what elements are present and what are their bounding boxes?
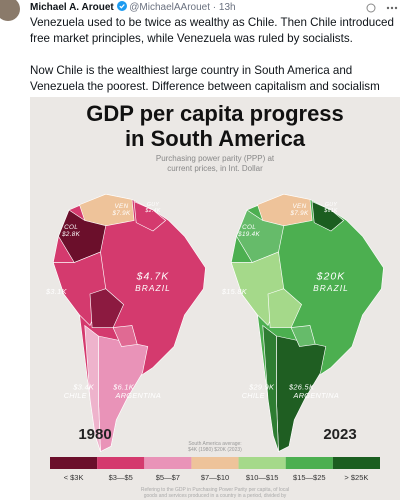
map-label: VEN xyxy=(115,203,129,210)
author[interactable]: Michael A. Arouet xyxy=(30,2,114,13)
legend-swatch xyxy=(144,457,192,469)
tweet-text: Venezuela used to be twice as wealthy as… xyxy=(30,15,402,127)
country-shape xyxy=(133,201,167,232)
title: GDP per capita progress xyxy=(86,101,344,126)
footnote: goods and services produced in a country… xyxy=(144,493,287,499)
country-shape xyxy=(267,288,302,328)
map-label: COL xyxy=(242,224,256,231)
country-shape xyxy=(290,325,316,347)
map-label: $15.8K xyxy=(221,287,248,296)
subtitle: Purchasing power parity (PPP) at xyxy=(156,154,275,163)
map-label: GUY xyxy=(147,202,160,208)
legend-swatch xyxy=(191,457,239,469)
map-label: $61K xyxy=(323,208,338,214)
legend-label: $5—$7 xyxy=(156,473,180,482)
map-label: GUY xyxy=(325,202,338,208)
infographic[interactable]: GDP per capita progress in South America… xyxy=(30,97,400,500)
map: VEN$7.9K GUY$2.4K COL$2.8K $3.1K $4.7KBRAZIL… xyxy=(45,193,206,452)
legend-label: > $25K xyxy=(344,473,368,482)
country-shape xyxy=(89,288,124,328)
tweet-header: Michael A. Arouet @MichaelAArouet · 13h xyxy=(30,1,236,13)
paragraph: Now Chile is the wealthiest large countr… xyxy=(30,64,380,109)
average-note: $4K (1980) $20K (2023) xyxy=(188,447,242,453)
country-shape xyxy=(84,324,101,452)
subtitle: current prices, in Int. Dollar xyxy=(167,164,263,173)
map-label: ARGENTINA xyxy=(115,391,162,400)
map-label: $7.9K xyxy=(289,210,309,217)
legend-label: $15—$25 xyxy=(293,473,326,482)
map-label: $7.9K xyxy=(111,210,131,217)
tweet-icons xyxy=(366,3,398,13)
map-label: $19.4K xyxy=(237,231,260,238)
map-label: $3.4K xyxy=(72,383,95,392)
legend-swatch xyxy=(238,457,286,469)
title: in South America xyxy=(125,126,306,151)
legend-label: $3—$5 xyxy=(109,473,133,482)
year-label: 1980 xyxy=(78,426,111,443)
handle[interactable]: @MichaelAArouet · 13h xyxy=(129,2,236,13)
avatar[interactable] xyxy=(0,0,30,30)
legend-label: < $3K xyxy=(64,473,84,482)
country-shape xyxy=(311,201,345,232)
map-label: $20K xyxy=(316,270,346,282)
paragraph: Venezuela used to be twice as wealthy as… xyxy=(30,16,394,45)
country-shape xyxy=(262,324,279,452)
map-label: CHILE xyxy=(242,391,265,400)
map-label: ARGENTINA xyxy=(293,391,340,400)
map-label: $2.8K xyxy=(61,231,81,238)
map-label: $26.5K xyxy=(288,383,315,392)
legend-label: $7—$10 xyxy=(201,473,229,482)
legend-swatch xyxy=(285,457,333,469)
map-label: VEN xyxy=(293,203,307,210)
map-label: CHILE xyxy=(64,391,87,400)
map-label: $3.1K xyxy=(45,287,68,296)
map-label: BRAZIL xyxy=(135,283,171,293)
map: VEN$7.9K GUY$61K COL$19.4K $15.8K $20KBRAZIL… xyxy=(221,193,384,452)
average-note: South America average: xyxy=(188,441,241,447)
map-label: $6.1K xyxy=(112,383,135,392)
year-label: 2023 xyxy=(323,426,356,443)
legend-swatch xyxy=(97,457,145,469)
legend-swatch xyxy=(332,457,380,469)
map-label: $2.4K xyxy=(144,208,160,214)
legend-swatch xyxy=(50,457,98,469)
map-label: $29.9K xyxy=(248,383,275,392)
map-label: $4.7K xyxy=(136,270,170,282)
legend-label: $10—$15 xyxy=(246,473,279,482)
footnote: Refering to the GDP in Purchasing Power … xyxy=(141,487,289,493)
country-shape xyxy=(112,325,138,347)
map-label: COL xyxy=(64,224,78,231)
map-label: BRAZIL xyxy=(313,283,349,293)
verified-badge xyxy=(116,1,127,11)
